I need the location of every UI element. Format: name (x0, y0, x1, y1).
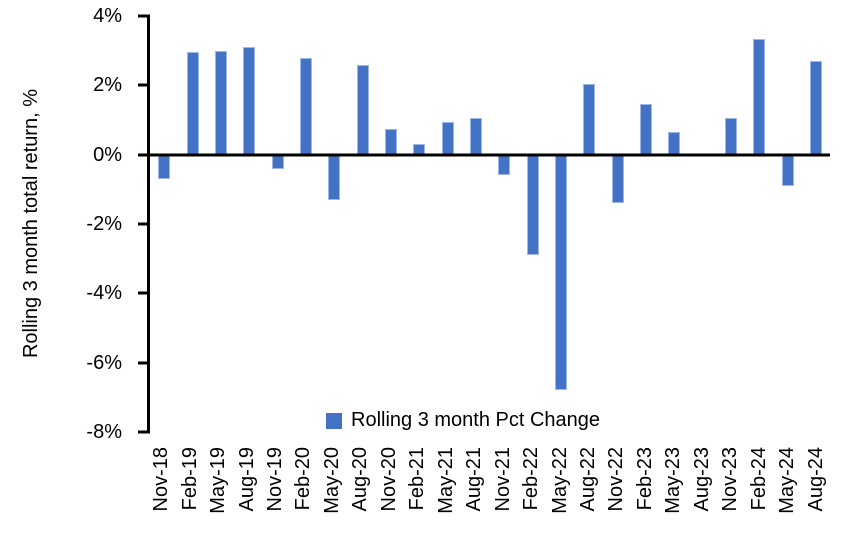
bar-May-22 (554, 154, 567, 391)
y-tick-label: 0% (93, 143, 122, 166)
bar-May-24 (781, 154, 794, 186)
bar-Aug-22 (583, 83, 596, 155)
bar-May-19 (214, 50, 227, 155)
x-tick-label: Nov-19 (264, 447, 287, 512)
x-tick-cell: Aug-20 (346, 447, 374, 539)
y-tick-label: -6% (86, 351, 122, 374)
x-tick-label: Nov-20 (377, 447, 400, 512)
y-tick-label: -2% (86, 213, 122, 235)
x-tick-cell: May-21 (432, 447, 460, 539)
x-tick-label: Nov-22 (605, 447, 628, 512)
x-tick-label: Nov-23 (719, 447, 742, 512)
plot-area (138, 14, 830, 434)
x-tick-label: Feb-23 (633, 447, 656, 511)
bar-Nov-22 (611, 154, 624, 204)
x-tick-cell: Nov-19 (261, 447, 289, 539)
x-tick-cell: Feb-20 (289, 447, 317, 539)
bar-Feb-24 (753, 38, 766, 155)
x-tick-cell: Nov-22 (602, 447, 630, 539)
x-tick-label: Aug-23 (690, 447, 713, 512)
x-tick-cell: Aug-19 (232, 447, 260, 539)
zero-axis-line (138, 153, 830, 157)
x-axis-labels: Nov-18 Feb-19 May-19 Aug-19 Nov-19 Feb-20 May-… (147, 447, 830, 539)
legend-label: Rolling 3 month Pct Change (351, 409, 601, 431)
x-tick-label: Aug-22 (577, 447, 600, 512)
y-tick-label: 4% (93, 5, 122, 27)
bar-Feb-19 (186, 52, 199, 155)
x-tick-cell: Feb-24 (745, 447, 773, 539)
x-tick-label: Aug-24 (804, 447, 827, 512)
x-tick-label: May-23 (662, 447, 685, 514)
x-tick-cell: Feb-21 (403, 447, 431, 539)
bar-Feb-20 (299, 57, 312, 155)
bar-Aug-24 (809, 61, 822, 155)
y-tick-mark (138, 430, 150, 434)
bar-Aug-21 (469, 118, 482, 155)
x-tick-cell: May-19 (204, 447, 232, 539)
x-tick-cell: May-22 (545, 447, 573, 539)
bar-Feb-23 (639, 104, 652, 155)
y-tick-label: -4% (86, 282, 122, 305)
x-tick-cell: Feb-22 (517, 447, 545, 539)
x-tick-cell: Aug-22 (574, 447, 602, 539)
x-tick-cell: Nov-23 (716, 447, 744, 539)
x-tick-label: Feb-24 (747, 447, 770, 511)
bar-Nov-19 (271, 154, 284, 169)
x-tick-cell: Nov-18 (147, 447, 175, 539)
x-tick-cell: Nov-21 (488, 447, 516, 539)
bar-Aug-20 (356, 64, 369, 155)
bar-Nov-21 (498, 154, 511, 176)
y-tick-mark (138, 222, 150, 226)
x-tick-label: May-21 (434, 447, 457, 514)
x-tick-cell: Feb-19 (175, 447, 203, 539)
x-tick-label: May-20 (320, 447, 343, 514)
bar-Nov-18 (158, 154, 171, 179)
legend: Rolling 3 month Pct Change (326, 409, 600, 432)
x-tick-cell: Feb-23 (631, 447, 659, 539)
x-tick-label: Feb-19 (178, 447, 201, 511)
bar-May-23 (668, 132, 681, 155)
x-tick-label: May-19 (207, 447, 230, 514)
y-tick-label: 2% (93, 74, 122, 97)
x-tick-cell: May-23 (659, 447, 687, 539)
x-tick-label: May-22 (548, 447, 571, 514)
y-tick-mark (138, 83, 150, 87)
x-tick-cell: Aug-23 (688, 447, 716, 539)
x-tick-cell: May-24 (773, 447, 801, 539)
bar-Nov-20 (384, 128, 397, 155)
x-tick-label: Feb-20 (292, 447, 315, 511)
x-tick-cell: May-20 (318, 447, 346, 539)
x-tick-label: Aug-19 (235, 447, 258, 512)
legend-swatch-icon (326, 412, 342, 429)
x-tick-cell: Nov-20 (375, 447, 403, 539)
x-tick-label: Feb-21 (406, 447, 429, 511)
x-tick-label: May-24 (776, 447, 799, 514)
x-tick-label: Aug-21 (463, 447, 486, 512)
x-tick-label: Nov-18 (150, 447, 173, 512)
x-tick-label: Feb-22 (520, 447, 543, 511)
y-tick-mark (138, 291, 150, 295)
x-tick-label: Nov-21 (491, 447, 514, 512)
bar-May-21 (441, 121, 454, 155)
x-tick-label: Aug-20 (349, 447, 372, 512)
x-tick-cell: Aug-24 (801, 447, 829, 539)
bar-May-20 (328, 154, 341, 200)
x-tick-cell: Aug-21 (460, 447, 488, 539)
y-axis-labels: 4% 2% 0% -2% -4% -6% -8% (0, 6, 122, 442)
bar-Aug-19 (243, 47, 256, 155)
y-tick-label: -8% (86, 421, 122, 443)
y-tick-mark (138, 14, 150, 18)
y-tick-mark (138, 361, 150, 365)
bar-Nov-23 (724, 118, 737, 155)
bar-Feb-22 (526, 154, 539, 256)
